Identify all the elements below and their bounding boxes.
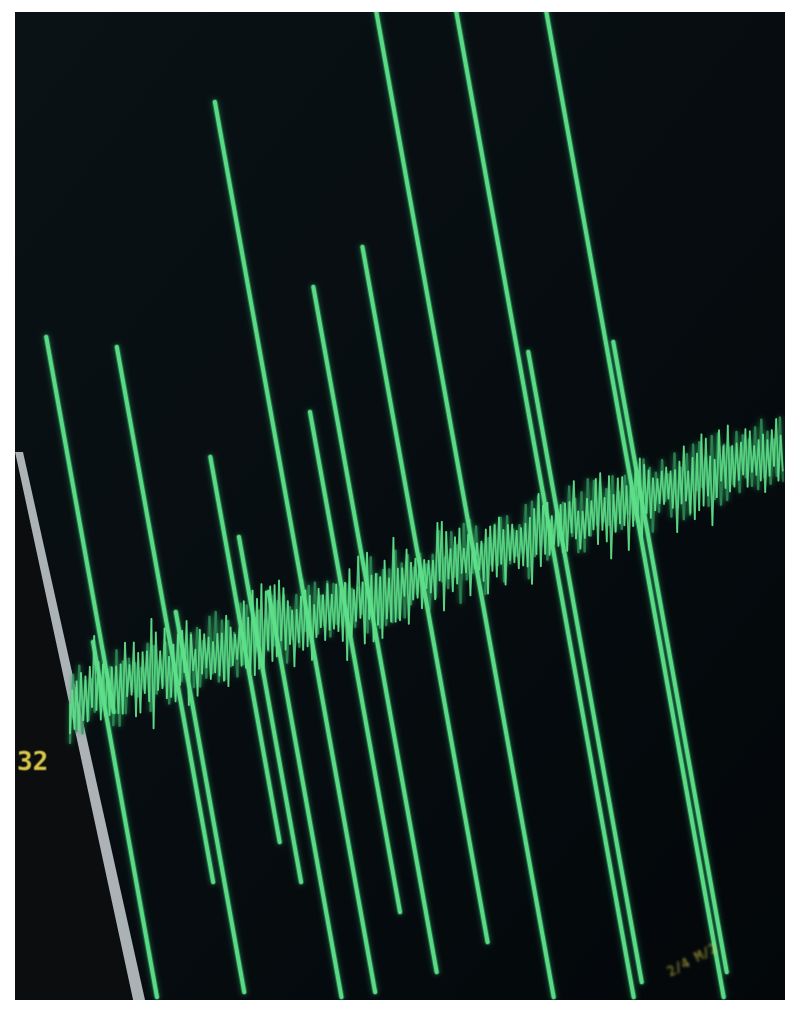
waveform-segment xyxy=(443,530,448,612)
waveform-spike xyxy=(308,410,402,914)
waveform-segment xyxy=(196,628,201,697)
waveform-segment xyxy=(711,458,716,527)
waveform-segment-glow xyxy=(285,606,292,664)
waveform-segment xyxy=(531,508,536,585)
waveform-spike xyxy=(212,100,378,994)
waveform-segment xyxy=(469,544,474,597)
waveform-segment xyxy=(504,524,509,586)
waveform-segment xyxy=(350,589,355,639)
waveform-segment xyxy=(748,430,753,473)
waveform-segment-glow xyxy=(738,434,744,494)
waveform-segment xyxy=(152,631,157,730)
waveform-segment xyxy=(392,536,397,623)
seismograph-screen-photo: 32 2/4 M/2 xyxy=(15,12,785,1000)
waveform-spike xyxy=(360,245,490,944)
waveform-segment xyxy=(187,633,192,706)
waveform-segment xyxy=(676,460,681,534)
waveform-spike xyxy=(311,285,439,974)
waveform-segment xyxy=(163,627,168,700)
waveform-segment xyxy=(262,590,267,678)
waveform-segment xyxy=(641,463,646,540)
waveform-segment xyxy=(487,525,492,595)
waveform-segment xyxy=(458,527,463,574)
left-scale-readout: 32 xyxy=(17,747,49,777)
waveform-segment xyxy=(572,480,577,540)
waveform-segment xyxy=(357,555,362,619)
waveform-spike xyxy=(236,535,304,884)
waveform-segment xyxy=(311,604,316,661)
waveform-segment xyxy=(704,437,709,497)
waveform-spike xyxy=(611,340,729,974)
waveform-segment xyxy=(227,626,232,688)
waveform-trace xyxy=(44,12,784,999)
waveform-segment xyxy=(139,651,144,714)
waveform-segment xyxy=(366,551,371,620)
waveform-spike xyxy=(526,350,644,984)
monitor-bezel-edge xyxy=(15,452,145,1000)
waveform-segment xyxy=(421,559,426,610)
waveform-segment xyxy=(566,501,571,552)
waveform-segment xyxy=(682,445,687,502)
waveform-segment xyxy=(445,530,450,580)
waveform-segment xyxy=(627,477,632,551)
waveform-spike xyxy=(454,12,636,999)
waveform-segment xyxy=(599,472,604,531)
waveform-spike xyxy=(544,12,726,999)
waveform-segment xyxy=(293,608,298,668)
waveform-spike xyxy=(44,335,116,714)
waveform-segment xyxy=(610,494,615,560)
waveform-segment xyxy=(779,434,784,472)
waveform-spike xyxy=(266,590,344,999)
waveform-segment xyxy=(399,567,404,622)
waveform-segment xyxy=(190,633,195,672)
waveform-segment xyxy=(93,635,98,711)
waveform-spike xyxy=(114,345,216,884)
waveform-segment xyxy=(124,641,129,697)
waveform-display xyxy=(15,12,785,1000)
waveform-segment xyxy=(154,631,159,691)
waveform-segment xyxy=(407,561,412,625)
waveform-spike xyxy=(374,12,556,999)
